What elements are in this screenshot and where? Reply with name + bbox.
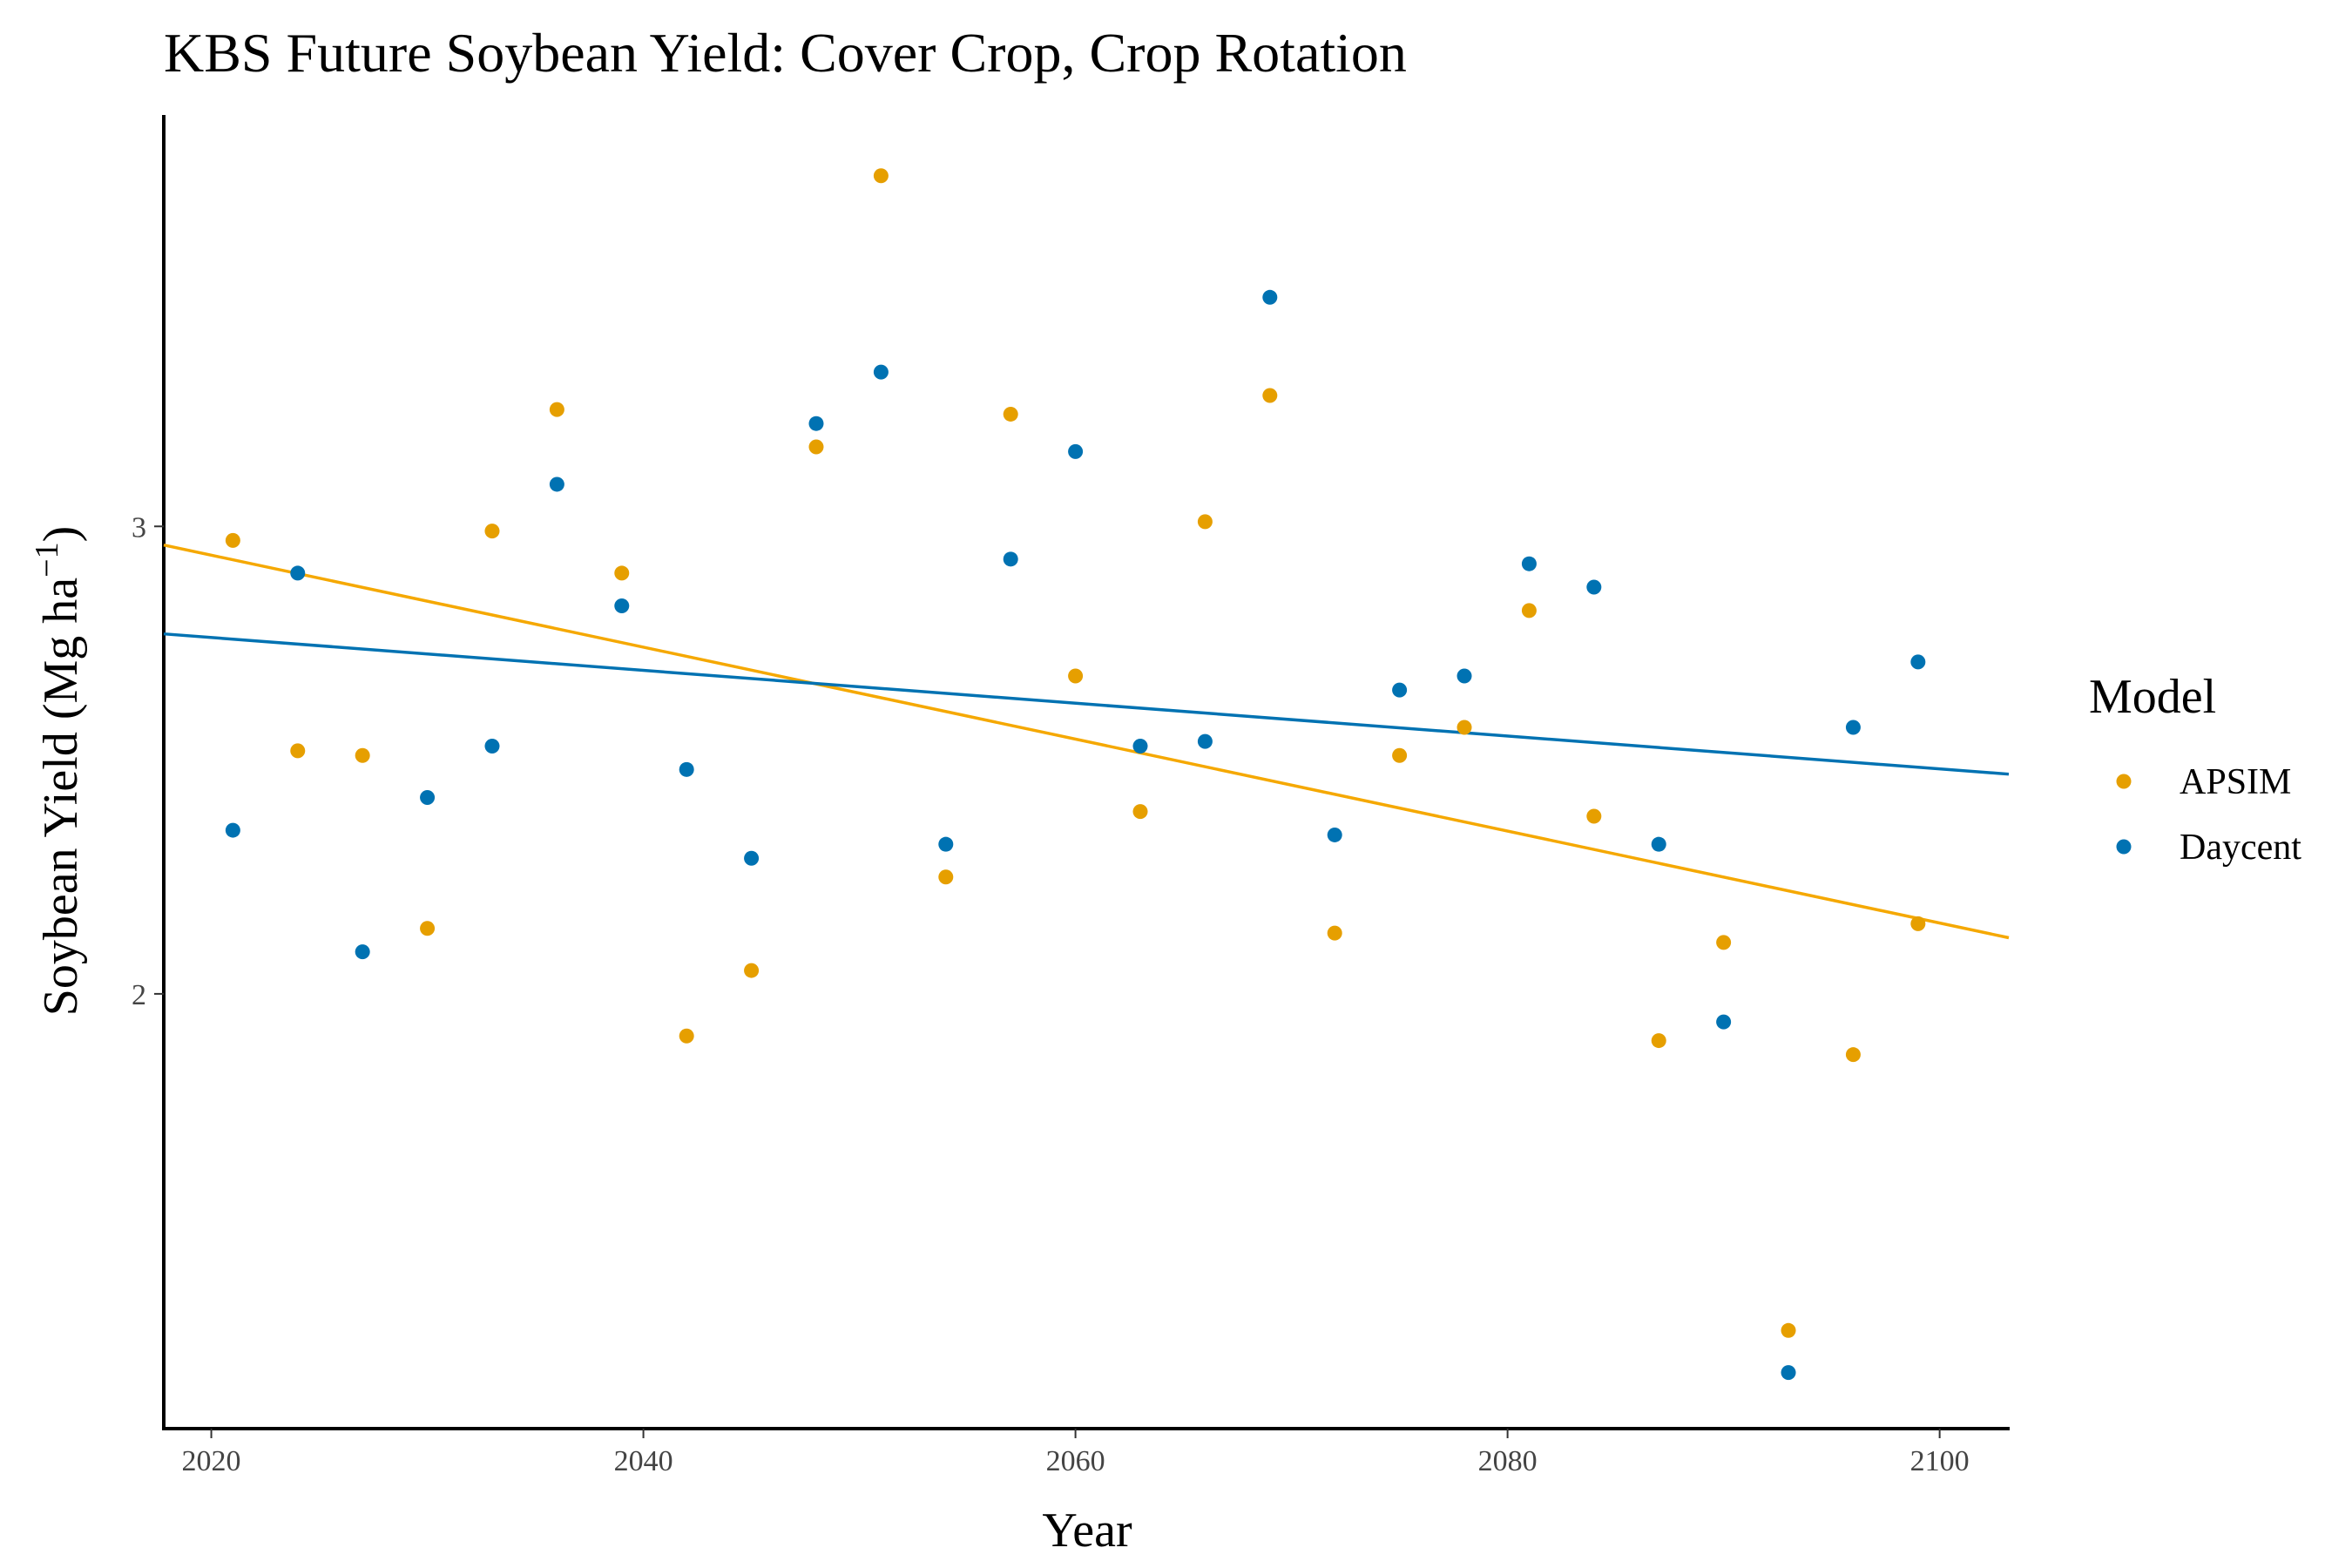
data-points [225,168,1926,1381]
daycent-point-2036 [549,476,564,492]
apsim-point-2096 [1845,1047,1861,1063]
apsim-point-2078 [1456,720,1472,735]
y-tick-label-3: 3 [132,511,146,544]
daycent-point-2057 [1003,551,1018,567]
apsim-point-2075 [1392,747,1408,763]
y-axis: 23 [132,115,166,1430]
chart-title: KBS Future Soybean Yield: Cover Crop, Cr… [164,22,1407,84]
x-tick-label-2060: 2060 [1046,1445,1105,1477]
apsim-point-2087 [1651,1033,1666,1049]
daycent-point-2042 [679,761,694,777]
daycent-point-2054 [938,836,954,852]
apsim-point-2090 [1716,935,1732,950]
apsim-point-2069 [1262,388,1278,403]
daycent-point-2060 [1068,443,1084,459]
x-axis-title: Year [1042,1504,1132,1558]
apsim-point-2093 [1781,1322,1796,1338]
apsim-point-2042 [679,1028,694,1044]
series-apsim-points [225,168,1926,1338]
legend-title: Model [2089,670,2216,724]
x-tick-label-2080: 2080 [1478,1445,1538,1477]
apsim-point-2084 [1586,808,1602,824]
x-tick-label-2100: 2100 [1910,1445,1970,1477]
daycent-point-2072 [1327,827,1342,842]
daycent-point-2027 [355,944,370,960]
apsim-point-2030 [420,921,436,936]
apsim-point-2051 [873,168,889,184]
y-axis-title: Soybean Yield (Mg ha−1) [29,526,88,1017]
apsim-point-2081 [1521,603,1537,618]
apsim-point-2054 [938,869,954,885]
apsim-point-2027 [355,747,370,763]
apsim-point-2021 [225,532,240,548]
series-daycent-points [225,289,1926,1381]
apsim-point-2099 [1910,916,1926,931]
daycent-point-2051 [873,364,889,380]
daycent-point-2087 [1651,836,1666,852]
daycent-point-2093 [1781,1365,1796,1381]
legend-apsim-marker [2116,774,2132,789]
apsim-trend-line [163,544,2010,940]
daycent-point-2075 [1392,682,1408,698]
daycent-point-2021 [225,822,240,838]
apsim-point-2048 [808,439,824,455]
apsim-point-2066 [1197,514,1213,530]
daycent-point-2099 [1910,654,1926,670]
legend: Model APSIM Daycent [2089,670,2301,868]
trend-lines [163,544,2010,940]
daycent-point-2078 [1456,668,1472,684]
legend-daycent-label: Daycent [2180,828,2301,868]
y-axis-title-superscript: −1 [29,542,65,577]
apsim-point-2045 [744,963,760,978]
apsim-point-2033 [484,524,500,539]
apsim-point-2024 [290,743,306,759]
apsim-point-2057 [1003,406,1018,422]
daycent-point-2030 [420,790,436,806]
apsim-point-2036 [549,402,564,417]
daycent-point-2066 [1197,733,1213,749]
legend-daycent-marker [2116,839,2132,855]
x-axis: 2020 2040 2060 2080 2100 [162,1427,2010,1477]
daycent-point-2048 [808,416,824,431]
daycent-point-2090 [1716,1014,1732,1030]
daycent-trend-line [163,632,2010,776]
apsim-point-2072 [1327,925,1342,941]
daycent-point-2045 [744,850,760,866]
y-axis-title-main: Soybean Yield (Mg ha [34,578,88,1017]
apsim-point-2060 [1068,668,1084,684]
x-tick-label-2020: 2020 [182,1445,241,1477]
y-tick-label-2: 2 [132,979,146,1011]
daycent-point-2084 [1586,579,1602,595]
daycent-point-2096 [1845,720,1861,735]
daycent-point-2024 [290,565,306,581]
apsim-point-2063 [1132,804,1148,820]
x-tick-label-2040: 2040 [614,1445,673,1477]
daycent-point-2081 [1521,556,1537,571]
daycent-point-2033 [484,738,500,754]
daycent-point-2039 [614,598,630,613]
legend-apsim-label: APSIM [2180,762,2291,802]
daycent-point-2063 [1132,738,1148,754]
apsim-point-2039 [614,565,630,581]
y-axis-title-close: ) [34,526,88,543]
daycent-point-2069 [1262,289,1278,305]
